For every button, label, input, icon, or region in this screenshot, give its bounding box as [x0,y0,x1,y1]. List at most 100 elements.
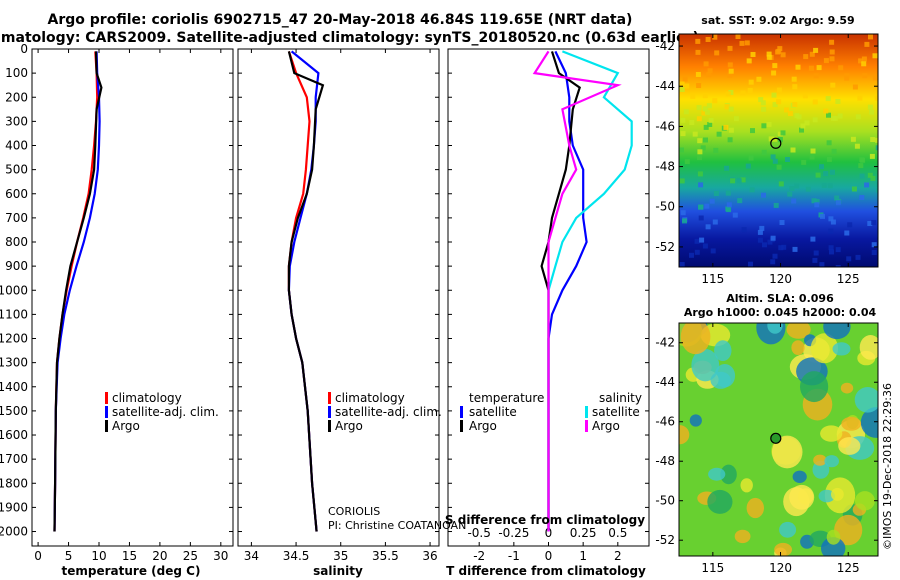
sst-pixel [792,246,798,252]
sla-blob [689,414,702,427]
sst-pixel [799,127,804,133]
sst-pixel [819,262,825,267]
lat-tick-label: -42 [655,336,675,350]
legend-swatch-temperature-satellite [460,406,463,418]
sst-pixel [695,72,701,77]
sst-pixel [870,137,876,142]
sst-pixel [826,112,831,118]
sst-texture [679,34,878,267]
sst-pixel [725,190,731,196]
sst-pixel [757,229,763,235]
series-line [287,51,318,532]
legend-argo: Argo [112,419,140,433]
sst-pixel [696,116,702,122]
x-tick-label: 1 [579,549,587,563]
sst-pixel [835,99,841,104]
salinity-y-ticks [238,48,439,533]
sst-pixel [830,82,836,88]
sst-pixel [773,202,779,208]
sla-map-title-line1: Altim. SLA: 0.096 [726,292,834,305]
t-difference-x-axis: -2 -1 0 1 2 [473,542,622,563]
sla-blob [691,349,720,382]
temperature-plot-frame [31,48,234,547]
sla-blob [813,454,827,466]
lon-tick-label: 115 [701,272,724,286]
sla-blob [860,407,878,438]
sst-pixel [761,106,767,112]
sst-pixel [701,110,707,116]
sla-blob [854,387,878,413]
sst-pixel [725,206,731,212]
sst-pixel [812,257,818,263]
sla-blob [720,464,737,485]
sst-pixel [684,159,690,165]
sst-pixel [697,149,703,155]
sla-blob [792,470,807,483]
depth-tick-label: 1600 [0,428,28,442]
argo-location-marker [770,137,782,149]
sst-pixel [708,117,714,123]
depth-tick-label: 1700 [0,452,28,466]
sst-pixel [679,178,685,184]
sst-pixel [697,171,703,177]
difference-legend: temperature satellite Argo salinity sate… [460,391,642,433]
sst-pixel [728,68,734,74]
sst-pixel [689,252,694,258]
sst-pixel [780,130,786,136]
sst-pixel [791,198,797,204]
depth-tick-label: 1000 [0,283,28,297]
sst-pixel [683,109,689,115]
pi-label: PI: Christine COATANOAN [328,519,466,532]
sst-map-axes: 115 120 125 -42 -44 -46 -48 -50 -52 [655,34,878,286]
sst-pixel [695,49,701,55]
series-line [53,51,103,532]
sst-pixel [771,70,777,76]
sst-pixel [679,262,685,267]
sst-pixel [794,183,800,189]
sst-pixel [804,120,810,126]
sst-pixel [694,238,700,244]
sst-pixel [816,65,822,71]
legend-swatch-argo [105,420,108,432]
sst-pixel [707,122,713,127]
sst-pixel [724,165,730,171]
sst-pixel [814,198,820,204]
depth-tick-label: 1100 [0,307,28,321]
sst-pixel [844,230,850,236]
sst-pixel [732,212,738,218]
sst-pixel [772,158,778,164]
sst-pixel [823,58,829,64]
depth-tick-label: 1800 [0,476,28,490]
sst-pixel [766,121,772,127]
legend-salinity-argo: Argo [592,419,620,433]
x-tick-label: -1 [508,549,520,563]
sst-pixel [875,137,878,143]
figure-title-line1: Argo profile: coriolis 6902715_47 20-May… [48,12,633,28]
sst-pixel [828,245,834,251]
sst-pixel [723,124,729,130]
sst-map-frame [678,33,879,268]
sst-pixel [746,58,752,64]
sla-blob [746,497,764,519]
sst-pixel [714,50,720,56]
sla-blob [812,460,830,479]
sst-pixel [744,40,750,46]
sst-pixel [679,147,684,153]
depth-tick-label: 1200 [0,332,28,346]
sst-pixel [727,72,733,78]
lat-tick-label: -50 [655,200,675,214]
sst-pixel [699,237,705,243]
temperature-profile-lines [53,51,103,532]
sst-pixel [867,172,873,178]
sst-pixel [698,204,704,210]
sst-pixel [871,242,877,248]
x-tick-label: 30 [213,549,228,563]
lat-tick-label: -44 [655,375,675,389]
sst-pixel [850,136,856,142]
sst-pixel [728,90,734,95]
sst-pixel [690,93,696,99]
sla-texture [679,323,878,556]
depth-tick-label: 600 [5,187,28,201]
sla-blob [779,521,797,538]
sst-pixel [809,154,815,160]
